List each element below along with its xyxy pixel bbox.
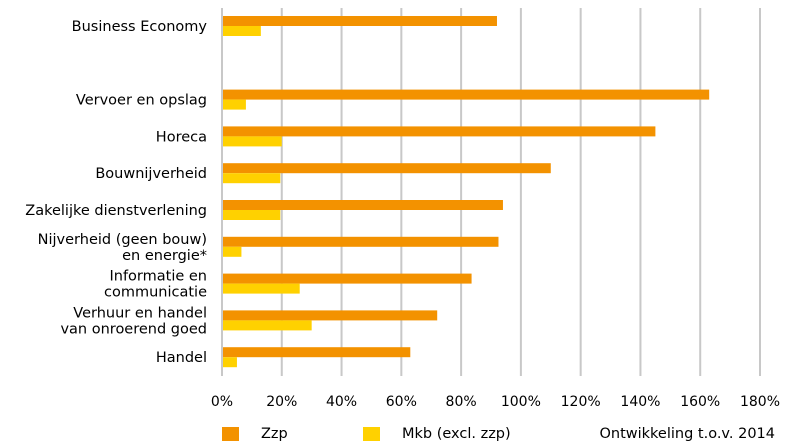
category-label: Bouwnijverheid	[95, 166, 207, 182]
x-tick-label: 160%	[680, 394, 720, 410]
legend-swatch-zzp	[222, 427, 239, 441]
category-label: Vervoer en opslag	[76, 93, 207, 109]
bar-zzp	[222, 347, 411, 358]
x-tick-label: 20%	[266, 394, 297, 410]
bar-zzp	[222, 163, 551, 174]
bar-zzp	[222, 16, 497, 26]
bars	[222, 16, 710, 368]
category-label: Zakelijke dienstverlening	[25, 203, 207, 219]
x-tick-label: 180%	[740, 394, 780, 410]
legend-label-zzp: Zzp	[261, 426, 288, 442]
category-label: Handel	[156, 350, 207, 366]
bar-mkb	[222, 320, 312, 331]
x-tick-label: 0%	[211, 394, 233, 410]
category-label: Informatie en	[109, 269, 207, 285]
category-label: Verhuur en handel	[73, 305, 207, 321]
x-tick-labels: 0% 20% 40% 60% 80% 100% 120% 140% 160% 180%	[211, 394, 780, 410]
category-label: en energie*	[122, 248, 207, 264]
gridlines	[280, 8, 761, 376]
x-tick-label: 40%	[326, 394, 357, 410]
bar-zzp	[222, 310, 438, 321]
bar-mkb	[222, 99, 246, 110]
bar-mkb	[222, 357, 237, 368]
bar-mkb	[222, 173, 281, 184]
bar-chart: Business Economy Vervoer en opslag Horeca B…	[25, 8, 780, 410]
category-label: communicatie	[104, 285, 207, 301]
chart-note: Ontwikkeling t.o.v. 2014	[599, 426, 775, 442]
x-tick-label: 120%	[561, 394, 601, 410]
legend-item-mkb: Mkb (excl. zzp)	[363, 426, 511, 442]
x-tick-label: 100%	[501, 394, 541, 410]
bar-mkb	[222, 210, 281, 220]
bar-zzp	[222, 126, 656, 137]
category-label: Business Economy	[72, 19, 208, 35]
legend: Zzp Mkb (excl. zzp) Ontwikkeling t.o.v. …	[0, 424, 789, 444]
category-label: Nijverheid (geen bouw)	[38, 232, 207, 248]
category-label: Horeca	[156, 129, 207, 145]
bar-zzp	[222, 273, 472, 284]
bar-zzp	[222, 200, 503, 210]
category-labels: Business Economy Vervoer en opslag Horeca B…	[25, 19, 207, 366]
x-tick-label: 140%	[620, 394, 660, 410]
legend-label-mkb: Mkb (excl. zzp)	[402, 426, 511, 442]
category-label: van onroerend goed	[60, 321, 207, 337]
x-tick-label: 60%	[386, 394, 417, 410]
x-tick-label: 80%	[446, 394, 477, 410]
legend-swatch-mkb	[363, 427, 380, 441]
bar-mkb	[222, 283, 300, 294]
bar-zzp	[222, 236, 499, 247]
bar-mkb	[222, 136, 282, 147]
bar-mkb	[222, 246, 242, 257]
bar-mkb	[222, 26, 261, 36]
legend-item-zzp: Zzp	[222, 426, 288, 442]
bar-zzp	[222, 89, 710, 100]
